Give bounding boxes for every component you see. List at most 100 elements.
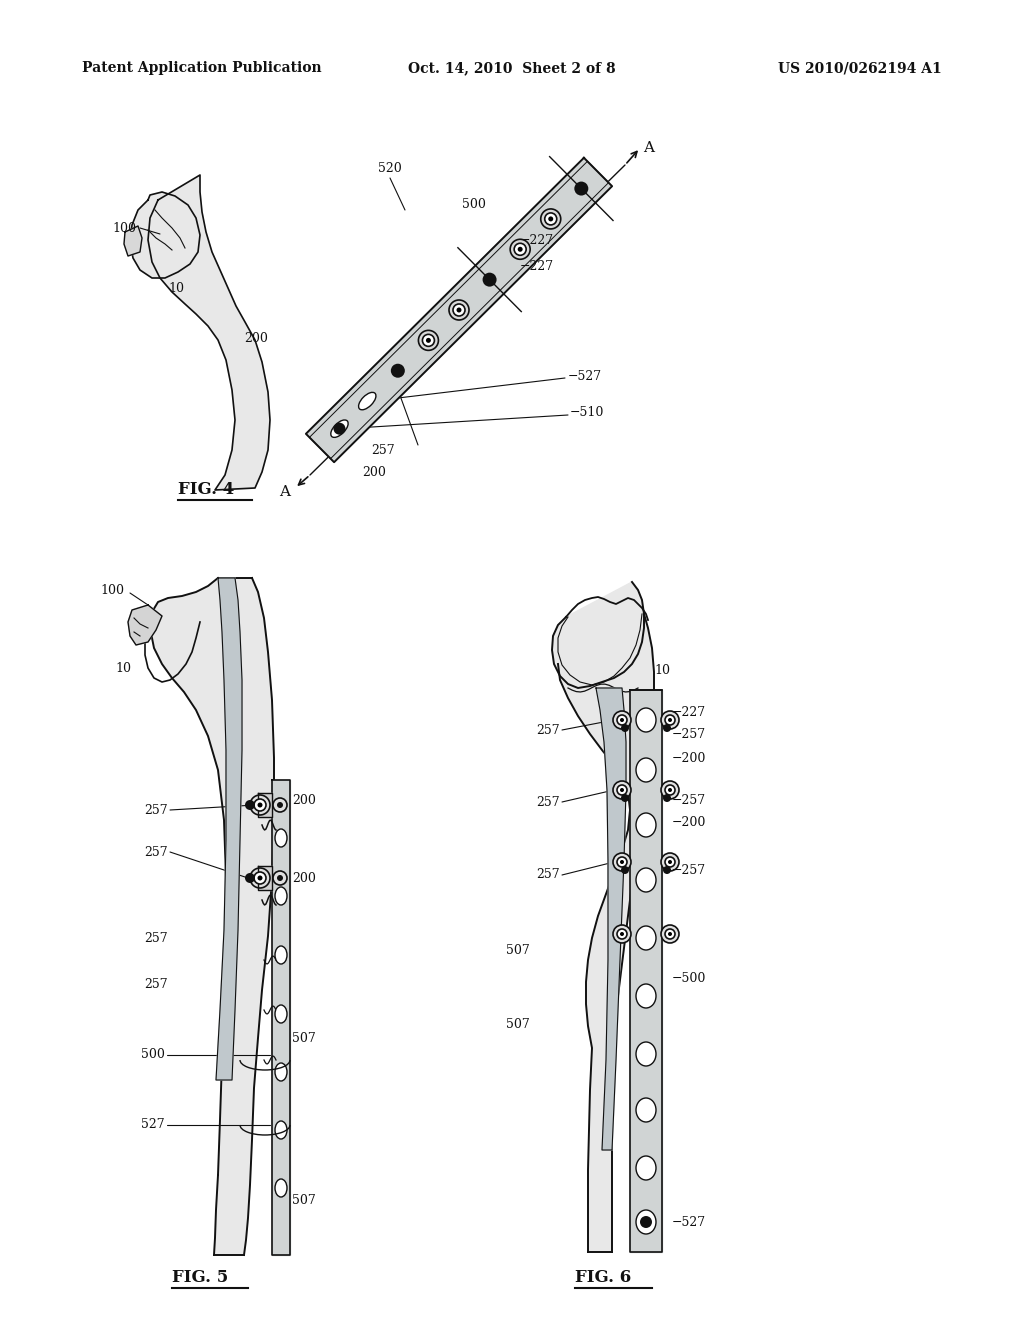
Text: 507: 507 [292,1031,315,1044]
Text: A: A [643,141,654,154]
Ellipse shape [636,927,656,950]
Text: −227: −227 [520,260,554,272]
Circle shape [254,799,266,810]
Text: A: A [280,484,291,499]
Text: 507: 507 [506,1019,530,1031]
Text: 257: 257 [537,796,560,808]
Text: FIG. 6: FIG. 6 [575,1270,631,1287]
Text: 200: 200 [292,793,315,807]
Circle shape [514,243,526,255]
Polygon shape [128,605,162,645]
Text: US 2010/0262194 A1: US 2010/0262194 A1 [778,61,942,75]
Circle shape [257,803,262,808]
Circle shape [665,857,675,867]
Text: 200: 200 [292,871,315,884]
Circle shape [621,795,629,803]
Ellipse shape [275,1179,287,1197]
Ellipse shape [275,1121,287,1139]
Text: 500: 500 [141,1048,165,1061]
Text: −227: −227 [520,234,554,247]
Text: 257: 257 [372,444,395,457]
Ellipse shape [331,420,348,437]
Ellipse shape [275,1063,287,1081]
Circle shape [273,871,287,884]
Text: −500: −500 [672,972,707,985]
Text: 100: 100 [112,222,136,235]
Circle shape [617,785,627,795]
Text: −257: −257 [672,863,707,876]
Circle shape [518,247,522,252]
Polygon shape [558,614,654,1251]
Circle shape [245,800,255,810]
Circle shape [482,273,497,286]
Text: 257: 257 [144,804,168,817]
Polygon shape [216,578,242,1080]
Ellipse shape [275,829,287,847]
Circle shape [453,304,465,315]
Circle shape [668,932,672,936]
Text: Oct. 14, 2010  Sheet 2 of 8: Oct. 14, 2010 Sheet 2 of 8 [409,61,615,75]
Circle shape [457,308,462,313]
Text: 10: 10 [168,281,184,294]
Polygon shape [630,690,662,1251]
Circle shape [548,216,553,222]
Circle shape [663,795,671,803]
Circle shape [663,866,671,874]
Ellipse shape [275,946,287,964]
Ellipse shape [636,1210,656,1234]
Polygon shape [124,226,142,256]
Text: 527: 527 [141,1118,165,1131]
Ellipse shape [275,1005,287,1023]
Circle shape [620,788,624,792]
Circle shape [273,799,287,812]
Circle shape [254,873,266,884]
Text: −527: −527 [568,370,602,383]
Text: −200: −200 [672,751,707,764]
Circle shape [663,723,671,733]
Text: 507: 507 [292,1193,315,1206]
Circle shape [423,334,434,346]
Text: 520: 520 [378,161,401,174]
Circle shape [334,422,345,434]
Circle shape [426,338,431,343]
Circle shape [278,803,283,808]
Text: −227: −227 [672,705,707,718]
Circle shape [665,715,675,725]
Polygon shape [272,780,290,1255]
Circle shape [665,929,675,939]
Circle shape [574,182,589,195]
Text: FIG. 5: FIG. 5 [172,1270,228,1287]
Circle shape [613,711,631,729]
Circle shape [620,932,624,936]
Ellipse shape [275,887,287,906]
Circle shape [617,929,627,939]
Text: FIG. 4: FIG. 4 [178,482,234,499]
Circle shape [449,300,469,319]
Circle shape [617,715,627,725]
Circle shape [613,925,631,942]
Ellipse shape [636,813,656,837]
Polygon shape [596,688,626,1150]
Text: 507: 507 [506,944,530,957]
Ellipse shape [636,1156,656,1180]
Ellipse shape [358,392,376,409]
Text: 200: 200 [244,331,268,345]
Circle shape [257,875,262,880]
Text: 500: 500 [462,198,485,211]
Circle shape [620,861,624,865]
Circle shape [391,364,404,378]
Circle shape [541,209,561,228]
Circle shape [245,873,255,883]
Circle shape [250,795,270,814]
Circle shape [662,781,679,799]
Circle shape [613,853,631,871]
Text: 100: 100 [100,583,124,597]
Text: Patent Application Publication: Patent Application Publication [82,61,322,75]
Text: 10: 10 [115,661,131,675]
Circle shape [621,866,629,874]
Circle shape [665,785,675,795]
Ellipse shape [636,708,656,733]
Polygon shape [258,866,272,890]
Circle shape [419,330,438,350]
Circle shape [620,718,624,722]
